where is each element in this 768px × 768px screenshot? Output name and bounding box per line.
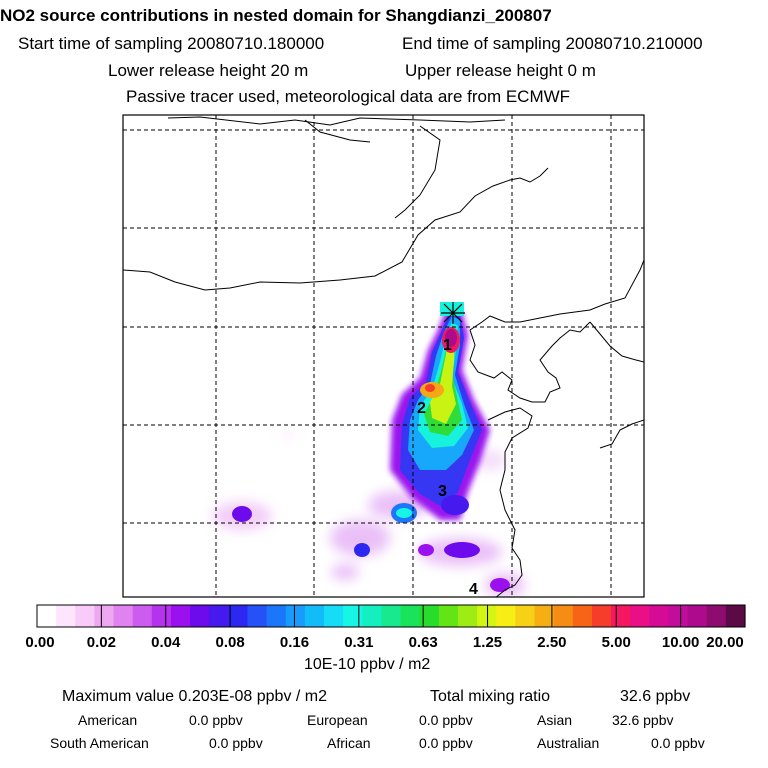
region-label-1: 1	[443, 337, 452, 354]
colorbar-segment	[381, 605, 402, 627]
map-content: 1 2 3 4	[123, 115, 644, 598]
colorbar-segment	[113, 605, 134, 627]
colorbar-segment	[725, 605, 746, 627]
colorbar-segment	[228, 605, 249, 627]
region-label-4: 4	[469, 581, 478, 598]
total-mixing-label: Total mixing ratio	[430, 688, 551, 705]
south-american-value: 0.0 ppbv	[209, 735, 263, 751]
colorbar-tick-label: 0.04	[151, 634, 181, 651]
colorbar-unit-label: 10E-10 ppbv / m2	[304, 656, 431, 673]
colorbar-segment	[477, 605, 497, 627]
american-label: American	[78, 712, 138, 728]
region-label-3: 3	[438, 483, 447, 500]
colorbar-segment	[630, 605, 650, 627]
colorbar-tick-label: 0.08	[215, 634, 245, 651]
coastlines	[123, 116, 644, 597]
colorbar-tick-label: 0.02	[86, 634, 116, 651]
colorbar-segment	[553, 605, 574, 627]
colorbar-segment	[668, 605, 689, 627]
colorbar-segment	[37, 605, 57, 627]
colorbar-tick-label: 0.16	[279, 634, 310, 651]
european-value: 0.0 ppbv	[419, 712, 473, 728]
colorbar-segment	[209, 605, 229, 627]
lower-release-height: Lower release height 20 m	[108, 61, 309, 80]
map-frame	[122, 114, 645, 598]
asian-label: Asian	[537, 712, 573, 728]
colorbar-segment	[343, 605, 363, 627]
colorbar-segment	[94, 605, 115, 627]
colorbar-tick-label: 5.00	[601, 634, 631, 651]
colorbar-segment	[591, 605, 612, 627]
colorbar-segment	[457, 605, 478, 627]
colorbar-tick-label: 0.63	[408, 634, 438, 651]
colorbar-tick-label: 1.25	[472, 634, 503, 651]
graticule	[123, 115, 644, 597]
colorbar-segment	[515, 605, 536, 627]
receptor-star-icon	[441, 302, 465, 324]
plot-title: NO2 source contributions in nested domai…	[0, 6, 552, 25]
colorbar-segment	[266, 605, 287, 627]
african-label: African	[327, 735, 371, 751]
asian-value: 32.6 ppbv	[612, 712, 674, 728]
colorbar-tick-label: 0.31	[344, 634, 374, 651]
african-value: 0.0 ppbv	[419, 735, 473, 751]
colorbar-segment	[706, 605, 727, 627]
colorbar-tick-label: 2.50	[537, 634, 567, 651]
australian-value: 0.0 ppbv	[651, 735, 705, 751]
end-time-label: End time of sampling 20080710.210000	[402, 34, 703, 53]
colorbar-segment	[534, 605, 555, 627]
colorbar-segment	[687, 605, 708, 627]
total-mixing-value: 32.6 ppbv	[620, 688, 691, 705]
european-label: European	[307, 712, 368, 728]
upper-release-height: Upper release height 0 m	[405, 61, 596, 80]
colorbar-segment	[304, 605, 325, 627]
colorbar-segment	[649, 605, 670, 627]
colorbar	[36, 604, 746, 628]
colorbar-tick-label: 10.00	[661, 634, 700, 651]
colorbar-segment	[170, 605, 191, 627]
colorbar-segment	[132, 605, 153, 627]
colorbar-tick-label: 20.00	[706, 634, 744, 651]
colorbar-frame	[36, 604, 746, 628]
colorbar-segment	[362, 605, 383, 627]
colorbar-segment	[151, 605, 172, 627]
concentration-field	[212, 302, 525, 597]
colorbar-segment	[572, 605, 593, 627]
american-value: 0.0 ppbv	[189, 712, 243, 728]
colorbar-segment	[285, 605, 306, 627]
south-american-label: South American	[50, 735, 149, 751]
colorbar-segment	[324, 605, 344, 627]
start-time-label: Start time of sampling 20080710.180000	[18, 34, 325, 53]
colorbar-segment	[56, 605, 76, 627]
colorbar-segment	[438, 605, 459, 627]
colorbar-segment	[496, 605, 516, 627]
colorbar-segment	[611, 605, 631, 627]
tracer-note: Passive tracer used, meteorological data…	[126, 87, 571, 106]
colorbar-segment	[75, 605, 96, 627]
colorbar-segment	[419, 605, 440, 627]
colorbar-tick-label: 0.00	[25, 634, 55, 651]
region-label-2: 2	[417, 400, 426, 417]
maximum-value-label: Maximum value 0.203E-08 ppbv / m2	[62, 688, 328, 705]
colorbar-segment	[400, 605, 421, 627]
colorbar-segment	[247, 605, 268, 627]
australian-label: Australian	[537, 735, 600, 751]
colorbar-segment	[190, 605, 210, 627]
